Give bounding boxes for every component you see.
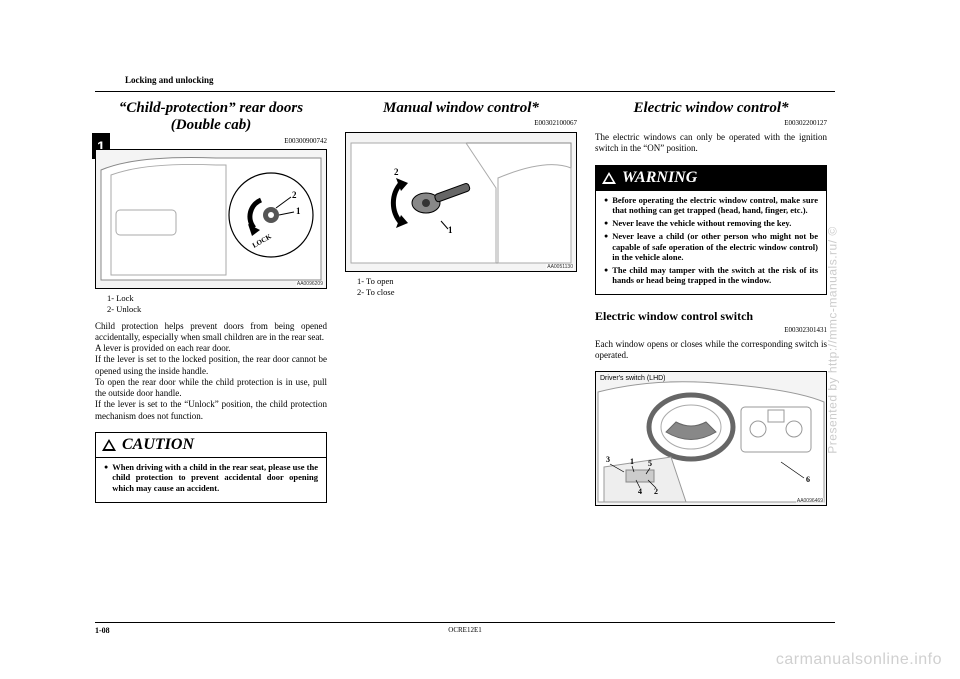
warning-item-1: Before operating the electric window con… [612,195,818,216]
col2-title: Manual window control* [345,100,577,117]
warning-word: WARNING [622,168,697,188]
warning-header: WARNING [596,166,826,191]
svg-text:1: 1 [630,457,634,466]
caption-unlock: 2- Unlock [107,304,327,315]
fig2-code: AA0051130 [546,264,574,270]
svg-text:6: 6 [806,475,810,484]
fig1-code: AA0096209 [296,281,324,287]
page-number: 1-08 [95,626,110,635]
col1-body: Child protection helps prevent doors fro… [95,321,327,422]
svg-text:2: 2 [654,487,658,496]
column-2: Manual window control* E00302100067 2 [345,100,577,510]
caption-lock: 1- Lock [107,293,327,304]
side-watermark: Presented by http://mmc-manuals.ru/ © [825,226,839,453]
col1-title-line1: “Child-protection” rear doors [119,100,303,116]
child-lock-figure: 2 1 LOCK AA0096209 [95,149,327,289]
col1-title: “Child-protection” rear doors (Double ca… [95,100,327,135]
caution-word: CAUTION [122,435,194,455]
driver-switch-label: Driver's switch (LHD) [600,375,666,384]
col3-subcode: E00302301431 [595,326,827,335]
warning-triangle-icon [602,172,616,184]
column-1: “Child-protection” rear doors (Double ca… [95,100,327,510]
col2-caption: 1- To open 2- To close [345,276,577,297]
col3-title: Electric window control* [595,100,827,117]
manual-page: Locking and unlocking 1 “Child-protectio… [95,75,835,635]
col1-caption: 1- Lock 2- Unlock [95,293,327,314]
caption-close: 2- To close [357,287,577,298]
column-3: Electric window control* E00302200127 Th… [595,100,827,510]
col2-code: E00302100067 [345,119,577,128]
warning-box: WARNING Before operating the electric wi… [595,165,827,296]
fig3-code: AA0096469 [796,498,824,504]
caption-open: 1- To open [357,276,577,287]
warning-item-3: Never leave a child (or other person who… [612,231,818,263]
svg-text:5: 5 [648,459,652,468]
bottom-watermark: carmanualsonline.info [776,651,942,669]
caution-triangle-icon [102,439,116,451]
page-footer: 1-08 OCRE12E1 [95,622,835,635]
caution-header: CAUTION [96,433,326,458]
caution-body: When driving with a child in the rear se… [96,458,326,502]
content-columns: “Child-protection” rear doors (Double ca… [95,100,835,510]
svg-text:3: 3 [606,455,610,464]
col3-subbody: Each window opens or closes while the co… [595,339,827,362]
caution-box: CAUTION When driving with a child in the… [95,432,327,503]
svg-text:4: 4 [638,487,642,496]
col3-subhead: Electric window control switch [595,309,827,324]
col3-intro: The electric windows can only be operate… [595,132,827,155]
doc-code: OCRE12E1 [448,626,481,634]
fig-label-1: 1 [296,206,301,216]
header-rule [95,91,835,92]
warning-item-4: The child may tamper with the switch at … [612,265,818,286]
fig-label-2: 2 [292,190,297,200]
col3-code: E00302200127 [595,119,827,128]
col1-code: E00300900742 [95,137,327,146]
warning-item-2: Never leave the vehicle without removing… [612,218,791,229]
manual-window-figure: 2 1 AA0051130 [345,132,577,272]
electric-window-figure: Driver's switch (LHD) [595,371,827,506]
caution-item: When driving with a child in the rear se… [112,462,318,494]
col1-title-line2: (Double cab) [171,117,251,133]
running-header: Locking and unlocking [95,75,835,85]
svg-text:2: 2 [394,167,399,177]
svg-text:1: 1 [448,225,453,235]
warning-body: Before operating the electric window con… [596,191,826,295]
